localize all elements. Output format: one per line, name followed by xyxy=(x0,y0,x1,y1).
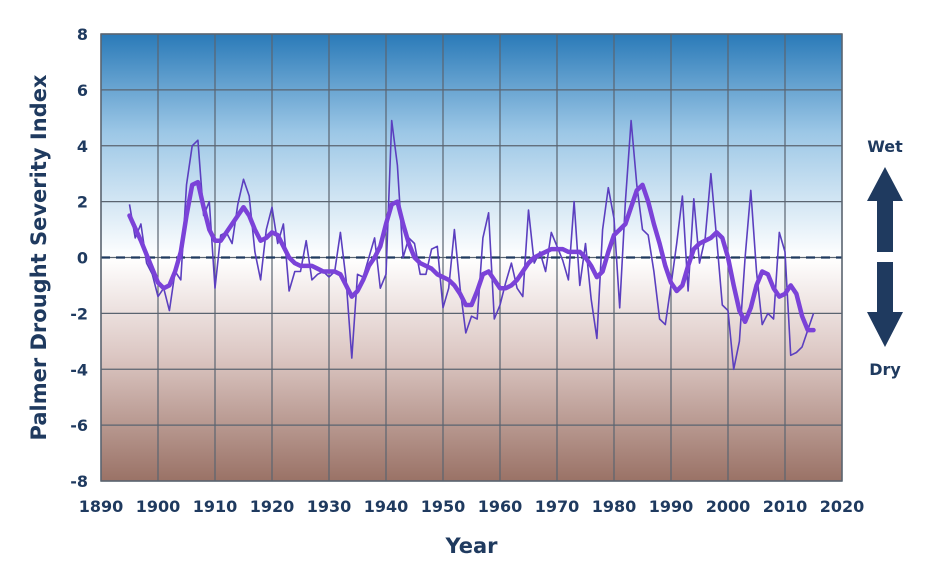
y-tick-label: -4 xyxy=(70,360,88,379)
x-tick-label: 1920 xyxy=(250,497,295,516)
x-tick-label: 2000 xyxy=(706,497,751,516)
x-tick-label: 1930 xyxy=(307,497,352,516)
y-tick-label: 2 xyxy=(77,193,88,212)
y-tick-label: -8 xyxy=(70,472,88,491)
x-tick-label: 1950 xyxy=(421,497,466,516)
up-arrow-icon xyxy=(867,167,903,252)
y-tick-label: 4 xyxy=(77,137,88,156)
smoothed-pdsi-line xyxy=(127,179,816,333)
dry-label: Dry xyxy=(869,360,901,379)
x-tick-labels: 1890 1900 1910 1920 1930 1940 1950 1960 1970 1980… xyxy=(79,497,865,516)
y-axis-title: Palmer Drought Severity Index xyxy=(27,74,51,440)
x-tick-label: 1970 xyxy=(535,497,580,516)
plot-border xyxy=(100,33,843,482)
down-arrow-icon xyxy=(867,262,903,347)
y-tick-labels: 8 6 4 2 0 -2 -4 -6 -8 xyxy=(70,25,88,491)
x-tick-label: 1960 xyxy=(478,497,523,516)
y-tick-label: -2 xyxy=(70,304,88,323)
y-tick-label: -6 xyxy=(70,416,88,435)
x-tick-label: 1940 xyxy=(364,497,409,516)
y-tick-label: 8 xyxy=(77,25,88,44)
x-tick-label: 1910 xyxy=(193,497,238,516)
x-tick-label: 2020 xyxy=(820,497,865,516)
x-axis-title: Year xyxy=(444,534,498,558)
y-tick-label: 6 xyxy=(77,81,88,100)
wet-label: Wet xyxy=(867,137,903,156)
x-tick-label: 1980 xyxy=(592,497,637,516)
y-tick-label: 0 xyxy=(77,249,88,268)
x-tick-label: 1890 xyxy=(79,497,124,516)
x-tick-label: 1990 xyxy=(649,497,694,516)
x-tick-label: 1900 xyxy=(136,497,181,516)
x-tick-label: 2010 xyxy=(763,497,808,516)
annual-pdsi-line xyxy=(128,119,815,371)
wet-dry-indicator: Wet Dry xyxy=(867,137,903,379)
